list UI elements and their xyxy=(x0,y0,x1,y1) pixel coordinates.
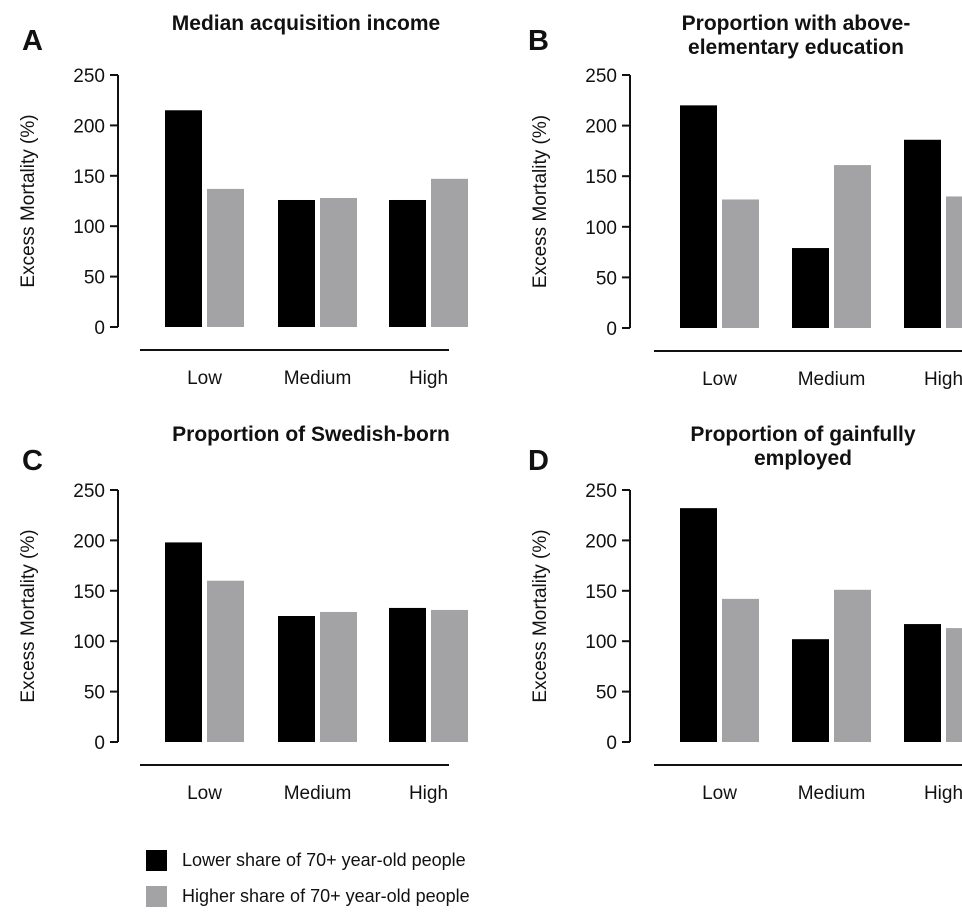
y-tick-label-a: 100 xyxy=(73,217,105,238)
bar-c-high-lower xyxy=(389,607,426,742)
panel-title-d-line-1: Proportion of gainfully xyxy=(690,423,915,446)
bar-d-medium-higher xyxy=(834,589,871,742)
x-tick-label-d-medium: Medium xyxy=(798,783,866,804)
bar-a-high-lower xyxy=(389,199,426,327)
bar-b-low-lower xyxy=(680,105,717,328)
x-tick-label-b-medium: Medium xyxy=(798,369,866,390)
y-tick-label-b: 100 xyxy=(585,218,617,239)
y-tick-label-b: 50 xyxy=(596,268,617,289)
y-tick-label-a: 150 xyxy=(73,167,105,188)
x-tick-label-c-low: Low xyxy=(187,783,222,804)
y-tick-label-d: 200 xyxy=(585,531,617,552)
y-tick-label-a: 0 xyxy=(94,318,105,339)
panel-letter-d: D xyxy=(528,445,549,477)
legend: Lower share of 70+ year-old people Highe… xyxy=(146,848,470,920)
y-axis-label-b: Excess Mortality (%) xyxy=(530,115,551,288)
y-tick-label-d: 250 xyxy=(585,481,617,502)
y-tick-label-c: 50 xyxy=(84,683,105,704)
panel-title-d-line-2: employed xyxy=(754,447,852,470)
bar-a-low-higher xyxy=(207,188,244,327)
legend-item-lower: Lower share of 70+ year-old people xyxy=(146,848,470,872)
y-tick-label-b: 150 xyxy=(585,167,617,188)
bar-d-medium-lower xyxy=(792,639,829,742)
panel-letter-c: C xyxy=(22,445,43,477)
bar-d-high-higher xyxy=(946,628,962,742)
x-tick-label-a-medium: Medium xyxy=(284,368,352,389)
panel-letter-b: B xyxy=(528,25,549,57)
bar-b-medium-higher xyxy=(834,165,871,328)
y-tick-label-a: 250 xyxy=(73,66,105,87)
y-tick-label-a: 50 xyxy=(84,268,105,289)
panel-title-a-line-1: Median acquisition income xyxy=(172,12,440,35)
y-axis-label-a: Excess Mortality (%) xyxy=(18,114,39,287)
bar-b-low-higher xyxy=(722,199,759,328)
bar-c-low-lower xyxy=(165,542,202,742)
legend-item-higher: Higher share of 70+ year-old people xyxy=(146,884,470,908)
y-tick-label-b: 250 xyxy=(585,66,617,87)
bar-a-low-lower xyxy=(165,110,202,327)
bar-c-high-higher xyxy=(431,609,468,742)
y-tick-label-c: 100 xyxy=(73,632,105,653)
y-tick-label-c: 0 xyxy=(94,733,105,754)
x-tick-label-c-medium: Medium xyxy=(284,783,352,804)
x-tick-label-a-high: High xyxy=(409,368,448,389)
y-tick-label-b: 0 xyxy=(606,319,617,340)
x-tick-label-d-high: High xyxy=(924,783,962,804)
bar-a-medium-lower xyxy=(278,199,315,327)
bar-d-low-lower xyxy=(680,508,717,742)
bar-c-medium-lower xyxy=(278,616,315,742)
x-tick-label-b-low: Low xyxy=(702,369,737,390)
panel-letter-a: A xyxy=(22,25,43,57)
x-tick-label-b-high: High xyxy=(924,369,962,390)
y-tick-label-a: 200 xyxy=(73,116,105,137)
y-tick-label-c: 200 xyxy=(73,531,105,552)
y-tick-label-c: 150 xyxy=(73,582,105,603)
y-tick-label-d: 0 xyxy=(606,733,617,754)
legend-label-lower: Lower share of 70+ year-old people xyxy=(182,849,466,870)
x-tick-label-d-low: Low xyxy=(702,783,737,804)
panel-title-b-line-1: Proportion with above- xyxy=(682,12,911,35)
bar-b-medium-lower xyxy=(792,248,829,328)
bar-a-high-higher xyxy=(431,178,468,327)
legend-label-higher: Higher share of 70+ year-old people xyxy=(182,885,470,906)
y-axis-label-d: Excess Mortality (%) xyxy=(530,529,551,702)
bar-b-high-lower xyxy=(904,139,941,328)
y-axis-label-c: Excess Mortality (%) xyxy=(18,529,39,702)
panel-title-b-line-2: elementary education xyxy=(688,36,904,59)
y-tick-label-d: 150 xyxy=(585,582,617,603)
legend-swatch-higher xyxy=(146,885,167,907)
legend-swatch-lower xyxy=(146,849,167,871)
panel-title-c-line-1: Proportion of Swedish-born xyxy=(172,423,450,446)
bar-b-high-higher xyxy=(946,196,962,328)
y-tick-label-d: 100 xyxy=(585,632,617,653)
y-tick-label-b: 200 xyxy=(585,117,617,138)
bar-d-low-higher xyxy=(722,598,759,742)
bar-c-medium-higher xyxy=(320,611,357,742)
bar-c-low-higher xyxy=(207,580,244,742)
y-tick-label-c: 250 xyxy=(73,481,105,502)
y-tick-label-d: 50 xyxy=(596,683,617,704)
bar-d-high-lower xyxy=(904,624,941,742)
x-tick-label-c-high: High xyxy=(409,783,448,804)
bar-a-medium-higher xyxy=(320,197,357,327)
x-tick-label-a-low: Low xyxy=(187,368,222,389)
